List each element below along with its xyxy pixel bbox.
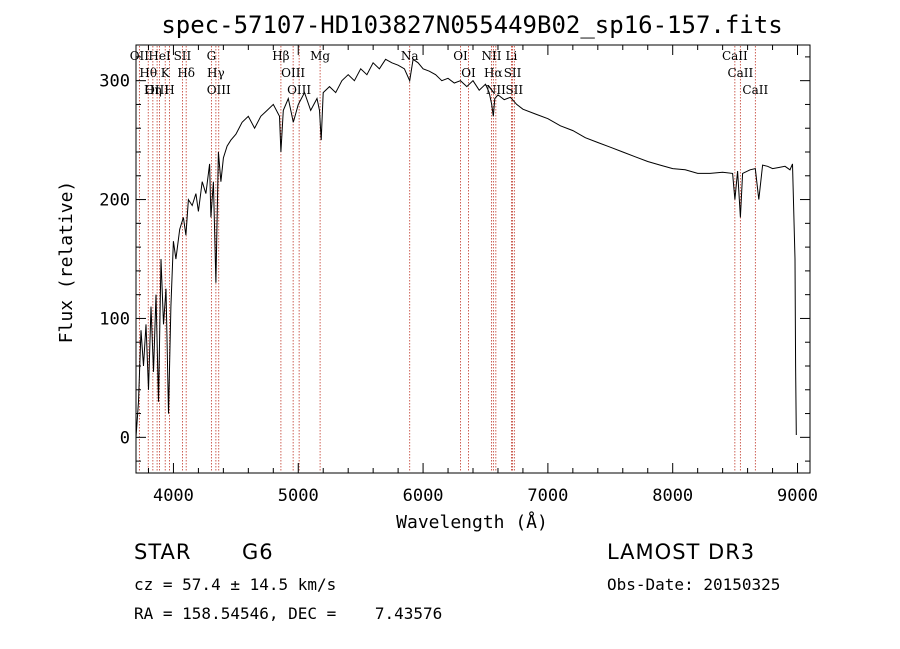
- spectral-line-label: OIII: [207, 83, 231, 97]
- spectral-line-label: Hα: [484, 66, 503, 80]
- spectral-line-label: H: [164, 83, 174, 97]
- y-axis-label: Flux (relative): [56, 181, 77, 344]
- y-tick-label: 0: [120, 428, 130, 448]
- object-class: STAR: [134, 540, 192, 564]
- x-tick-label: 5000: [278, 486, 319, 506]
- redshift-readout: cz = 57.4 ± 14.5 km/s: [134, 575, 337, 594]
- spectral-line-label: CaII: [727, 66, 753, 80]
- spectral-line-label: OII: [130, 49, 150, 63]
- spectral-line-label: NII: [486, 83, 506, 97]
- y-tick-label: 100: [99, 309, 130, 329]
- spectral-line-label: Li: [506, 49, 518, 63]
- spectral-line-label: Hβ: [272, 49, 289, 63]
- spectral-line-label: CaII: [742, 83, 768, 97]
- spectral-line-label: K: [161, 66, 171, 80]
- spectral-line-label: G: [207, 49, 217, 63]
- spectral-line-label: Mg: [310, 49, 330, 63]
- chart-title: spec-57107-HD103827N055449B02_sp16-157.f…: [161, 11, 782, 39]
- survey-name: LAMOST DR3: [607, 540, 756, 564]
- observation-date: Obs-Date: 20150325: [607, 575, 781, 594]
- x-tick-label: 4000: [153, 486, 194, 506]
- spectral-line-label: Hη: [144, 83, 162, 97]
- spectral-line-label: OI: [461, 66, 476, 80]
- spectral-line-label: HeI: [148, 49, 171, 63]
- x-tick-label: 6000: [403, 486, 444, 506]
- x-tick-label: 9000: [777, 486, 818, 506]
- coordinates-readout: RA = 158.54546, DEC = 7.43576: [134, 604, 443, 623]
- spectral-line-label: OIII: [287, 83, 311, 97]
- spectral-line-label: SII: [505, 83, 523, 97]
- spectral-line-label: NII: [481, 49, 501, 63]
- spectral-line-label: OIII: [281, 66, 305, 80]
- x-axis-label: Wavelength (Å): [396, 511, 548, 533]
- y-tick-label: 200: [99, 191, 130, 211]
- spectral-line-label: OIII: [145, 83, 169, 97]
- spectral-line-label: SII: [504, 66, 522, 80]
- x-tick-label: 7000: [527, 486, 568, 506]
- spectral-line-label: Hδ: [177, 66, 195, 80]
- spectral-line-label: CaII: [722, 49, 748, 63]
- spectral-line-label: Hγ: [207, 66, 225, 80]
- y-tick-label: 300: [99, 72, 130, 92]
- spectral-line-label: OI: [453, 49, 468, 63]
- spectral-line-label: SII: [174, 49, 192, 63]
- plot-frame: [135, 44, 811, 474]
- spectrum-line: [135, 58, 797, 438]
- x-tick-label: 8000: [652, 486, 693, 506]
- spectral-line-label: Hθ: [139, 66, 157, 80]
- object-subclass: G6: [242, 540, 274, 564]
